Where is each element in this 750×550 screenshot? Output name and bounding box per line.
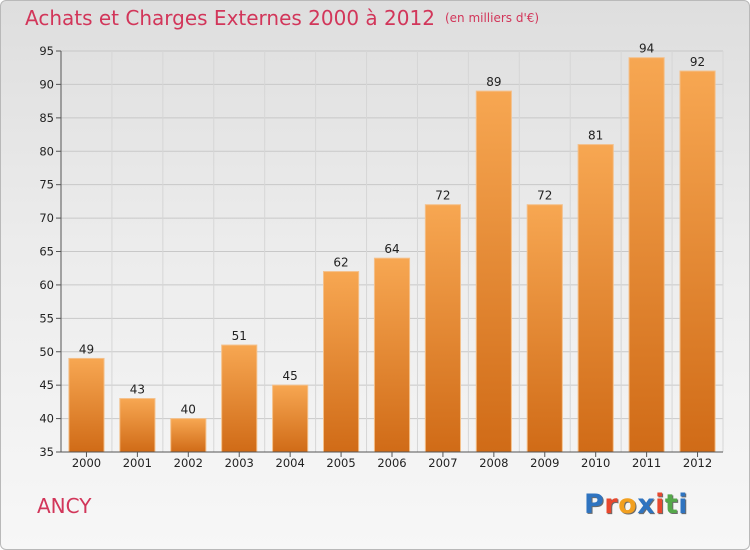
y-tick-label: 35	[39, 445, 54, 459]
y-tick-label: 45	[39, 378, 54, 392]
proxiti-logo: Proxiti	[584, 489, 689, 520]
x-tick-label-2001: 2001	[123, 456, 152, 470]
data-label-2005: 62	[333, 256, 348, 270]
x-tick-label-2010: 2010	[581, 456, 610, 470]
bar-2001	[119, 398, 156, 453]
y-tick-label: 85	[39, 111, 54, 125]
y-tick-label: 70	[39, 211, 54, 225]
x-tick-label-2008: 2008	[479, 456, 508, 470]
bar-2007	[424, 204, 461, 453]
bar-2004	[272, 384, 309, 453]
data-label-2009: 72	[537, 189, 552, 203]
data-label-2011: 94	[639, 42, 654, 56]
x-tick-label-2009: 2009	[530, 456, 559, 470]
x-tick-label-2005: 2005	[326, 456, 355, 470]
bar-2002	[170, 418, 207, 453]
data-label-2002: 40	[181, 403, 196, 417]
y-tick-label: 40	[39, 412, 54, 426]
y-tick-label: 65	[39, 245, 54, 259]
x-tick-label-2006: 2006	[377, 456, 406, 470]
y-tick-label: 50	[39, 345, 54, 359]
data-label-2008: 89	[486, 75, 501, 89]
bar-2008	[475, 90, 512, 453]
bar-2000	[68, 357, 105, 453]
x-tick-label-2000: 2000	[72, 456, 101, 470]
data-label-2001: 43	[130, 383, 145, 397]
data-label-2000: 49	[79, 342, 94, 356]
data-label-2007: 72	[435, 189, 450, 203]
y-tick-label: 60	[39, 278, 54, 292]
y-tick-label: 80	[39, 144, 54, 158]
chart-unit: (en milliers d'€)	[444, 11, 540, 25]
chart-title: Achats et Charges Externes 2000 à 2012 (e…	[25, 6, 539, 30]
bar-2006	[373, 257, 411, 453]
bar-2010	[577, 144, 614, 453]
bar-2005	[323, 271, 360, 453]
x-tick-label-2003: 2003	[225, 456, 254, 470]
chart-title-text: Achats et Charges Externes 2000 à 2012	[25, 6, 435, 30]
data-label-2004: 45	[283, 369, 298, 383]
y-tick-label: 90	[39, 77, 54, 91]
y-tick-label: 55	[39, 311, 54, 325]
data-label-2012: 92	[690, 55, 705, 69]
data-label-2006: 64	[384, 242, 399, 256]
location-label: ANCY	[37, 494, 92, 518]
bars	[68, 57, 716, 453]
x-tick-label-2011: 2011	[632, 456, 661, 470]
bar-2009	[526, 204, 563, 453]
x-tick-label-2012: 2012	[683, 456, 712, 470]
y-tick-label: 75	[39, 178, 54, 192]
data-label-2010: 81	[588, 129, 603, 143]
y-tick-label: 95	[39, 44, 54, 58]
x-tick-label-2002: 2002	[174, 456, 203, 470]
bar-2011	[628, 57, 665, 453]
axes	[56, 50, 723, 457]
x-tick-label-2004: 2004	[276, 456, 305, 470]
data-label-2003: 51	[232, 329, 247, 343]
x-tick-label-2007: 2007	[428, 456, 457, 470]
bar-2012	[679, 70, 716, 453]
bar-2003	[221, 344, 258, 453]
labels: 35 40 45 50 55 60 65 70 75 80 85 90 95 49 2000 43 2001 40…	[39, 42, 712, 470]
